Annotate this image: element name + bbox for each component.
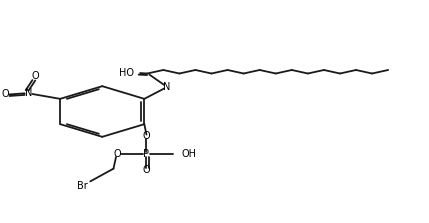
Text: O: O [113,149,121,159]
Text: O: O [31,71,39,81]
Text: OH: OH [181,149,196,159]
Text: P: P [143,149,149,159]
Text: N: N [25,88,32,98]
Text: HO: HO [119,68,134,78]
Text: O: O [142,165,150,175]
Text: Br: Br [77,181,88,191]
Text: O: O [1,89,9,99]
Text: N: N [163,82,170,92]
Text: O: O [142,131,150,141]
